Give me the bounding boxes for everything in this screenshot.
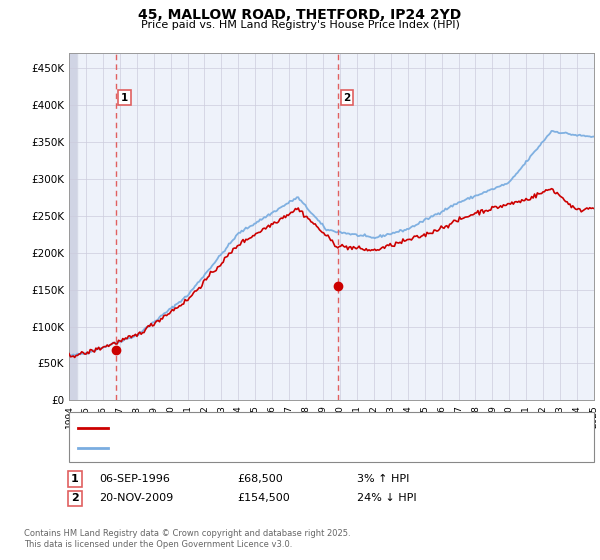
Text: 45, MALLOW ROAD, THETFORD, IP24 2YD: 45, MALLOW ROAD, THETFORD, IP24 2YD <box>139 8 461 22</box>
Text: HPI: Average price, detached house, Breckland: HPI: Average price, detached house, Brec… <box>111 443 356 453</box>
Text: 2: 2 <box>343 92 350 102</box>
Text: 2: 2 <box>71 493 79 503</box>
Text: 06-SEP-1996: 06-SEP-1996 <box>99 474 170 484</box>
Text: 3% ↑ HPI: 3% ↑ HPI <box>357 474 409 484</box>
Text: £154,500: £154,500 <box>237 493 290 503</box>
Text: 1: 1 <box>71 474 79 484</box>
Bar <box>69 53 77 400</box>
Text: Contains HM Land Registry data © Crown copyright and database right 2025.
This d: Contains HM Land Registry data © Crown c… <box>24 529 350 549</box>
Text: 24% ↓ HPI: 24% ↓ HPI <box>357 493 416 503</box>
Text: £68,500: £68,500 <box>237 474 283 484</box>
Text: Price paid vs. HM Land Registry's House Price Index (HPI): Price paid vs. HM Land Registry's House … <box>140 20 460 30</box>
Text: 1: 1 <box>121 92 128 102</box>
Bar <box>69 53 77 400</box>
Text: 20-NOV-2009: 20-NOV-2009 <box>99 493 173 503</box>
Text: 45, MALLOW ROAD, THETFORD, IP24 2YD (detached house): 45, MALLOW ROAD, THETFORD, IP24 2YD (det… <box>111 423 421 433</box>
